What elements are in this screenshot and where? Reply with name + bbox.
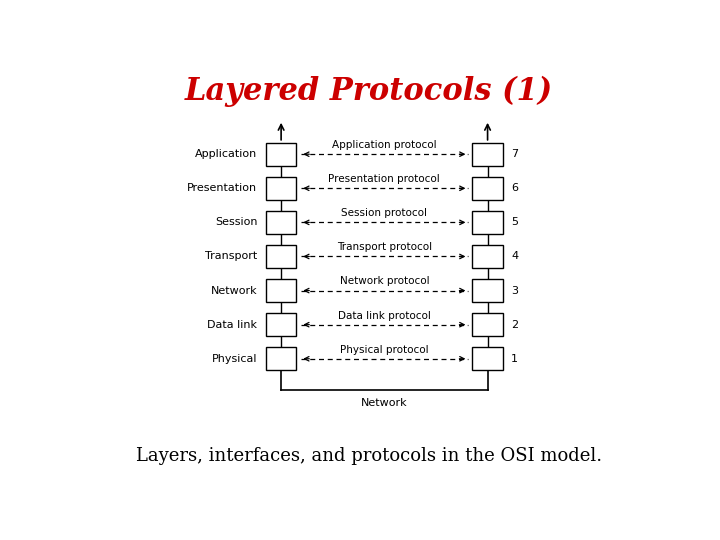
Bar [266,347,297,370]
Text: Application: Application [195,149,258,159]
Bar [266,211,297,234]
Text: Transport: Transport [205,252,258,261]
Text: 3: 3 [511,286,518,295]
Text: Session: Session [215,218,258,227]
Text: Presentation: Presentation [187,183,258,193]
Text: Data link protocol: Data link protocol [338,310,431,321]
Text: Layers, interfaces, and protocols in the OSI model.: Layers, interfaces, and protocols in the… [136,447,602,464]
Text: Application protocol: Application protocol [332,140,436,150]
Text: 1: 1 [511,354,518,364]
Bar [472,177,503,200]
Bar [472,211,503,234]
Bar [266,177,297,200]
Bar [266,313,297,336]
Text: 7: 7 [511,149,518,159]
Text: Network: Network [211,286,258,295]
Text: Presentation protocol: Presentation protocol [328,174,440,184]
Bar [266,143,297,166]
Text: 2: 2 [511,320,518,330]
Text: 6: 6 [511,183,518,193]
Text: 4: 4 [511,252,518,261]
Text: Physical protocol: Physical protocol [340,345,428,355]
Text: Transport protocol: Transport protocol [337,242,432,252]
Text: Session protocol: Session protocol [341,208,428,218]
Text: Layered Protocols (1): Layered Protocols (1) [185,76,553,107]
Text: 5: 5 [511,218,518,227]
Text: Network: Network [361,397,408,408]
Bar [266,279,297,302]
Text: Network protocol: Network protocol [340,276,429,286]
Bar [472,313,503,336]
Bar [472,245,503,268]
Bar [472,143,503,166]
Bar [266,245,297,268]
Bar [472,279,503,302]
Bar [472,347,503,370]
Text: Physical: Physical [212,354,258,364]
Text: Data link: Data link [207,320,258,330]
